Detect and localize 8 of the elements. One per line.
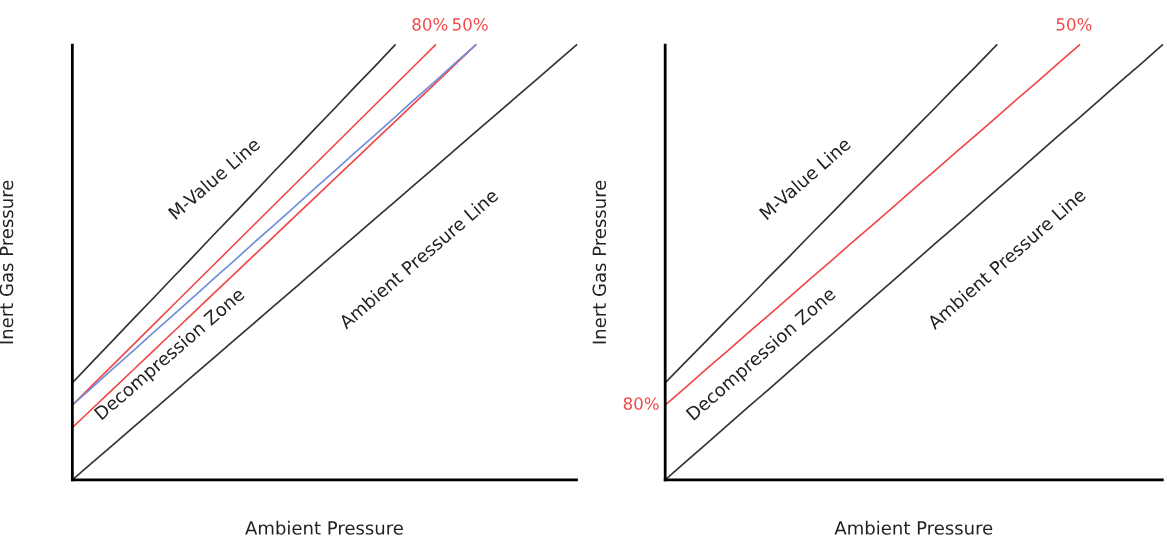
y-axis-title: Inert Gas Pressure [592,180,607,344]
series-label: 80% [412,18,448,31]
series-label: 50% [452,18,488,31]
x-axis-title: Ambient Pressure [245,520,403,535]
text: 80% [623,397,659,410]
x-axis-title: Ambient Pressure [834,520,993,535]
y-axis-title: Inert Gas Pressure [0,180,14,344]
series-label: 50% [1056,18,1092,31]
